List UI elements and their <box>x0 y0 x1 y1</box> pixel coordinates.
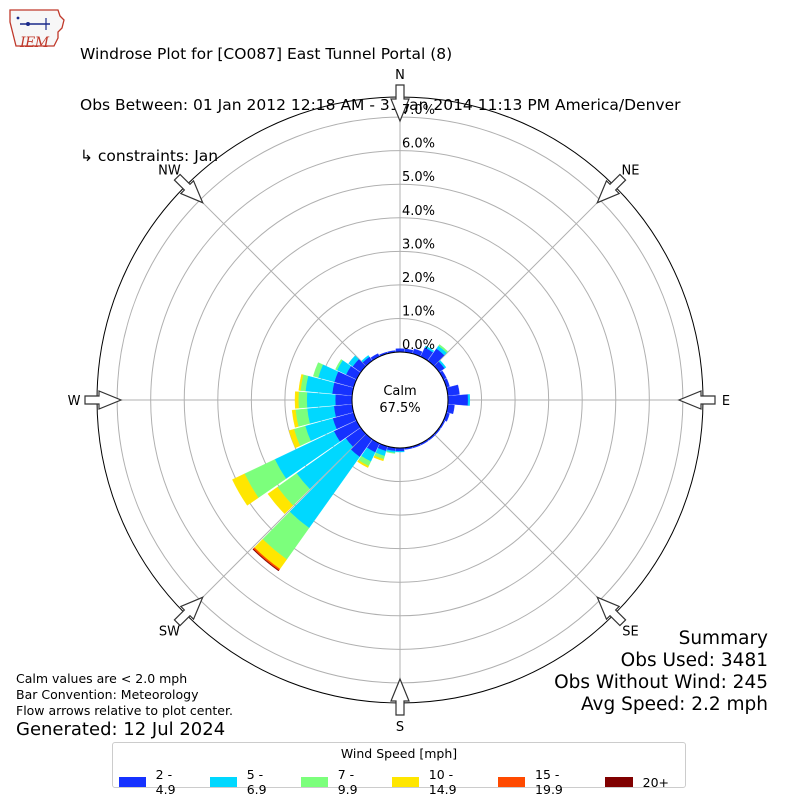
legend-item: 2 - 4.9 <box>119 767 194 797</box>
windrose-bar-segment <box>386 451 396 454</box>
flow-arrows <box>84 84 716 716</box>
legend-swatch <box>604 777 633 787</box>
radial-tick-label: 0.0% <box>402 338 435 353</box>
windrose-bar-segment <box>361 355 370 363</box>
bar-convention-note: Bar Convention: Meteorology <box>16 687 199 702</box>
windrose-bars <box>232 344 471 572</box>
flow-arrow-sw <box>173 596 204 627</box>
direction-label-se: SE <box>622 625 638 640</box>
legend-swatch <box>301 777 328 787</box>
windrose-bar-segment <box>335 394 353 406</box>
radial-tick-label: 6.0% <box>402 137 435 152</box>
legend: Wind Speed [mph] 2 - 4.9 5 - 6.9 7 - 9.9 10… <box>112 742 686 797</box>
flow-arrow-nw <box>173 173 204 204</box>
direction-label-e: E <box>722 394 730 409</box>
legend-label: 5 - 6.9 <box>246 767 267 797</box>
windrose-bar-segment <box>298 391 308 409</box>
calm-label: Calm <box>383 384 416 399</box>
chart-header: Windrose Plot for [CO087] East Tunnel Po… <box>80 12 681 182</box>
radial-tick-label: 2.0% <box>402 271 435 286</box>
radial-tick-label: 7.0% <box>402 103 435 118</box>
iem-logo: IEM <box>6 6 66 51</box>
windrose-bar-segment <box>291 409 299 428</box>
legend-item: 10 - 14.9 <box>392 767 482 797</box>
windrose-bar-segment <box>267 486 294 515</box>
legend-swatch <box>392 777 419 787</box>
obs-without-wind: Obs Without Wind: 245 <box>554 672 768 693</box>
avg-speed: Avg Speed: 2.2 mph <box>580 694 768 715</box>
flow-arrow-se <box>596 596 627 627</box>
calm-value: 67.5% <box>379 401 420 416</box>
windrose-bar-segment <box>438 344 449 353</box>
grid-spoke <box>399 185 615 401</box>
flow-arrow-n <box>390 84 410 123</box>
windrose-bar-segment <box>288 428 301 449</box>
windrose-bar-segment <box>294 391 299 409</box>
radial-tick-label: 4.0% <box>402 204 435 219</box>
windrose-bar-segment <box>335 359 343 371</box>
direction-label-nw: NW <box>158 163 181 178</box>
direction-label-s: S <box>396 720 404 735</box>
legend-item: 5 - 6.9 <box>210 767 285 797</box>
legend-label: 7 - 9.9 <box>337 767 358 797</box>
flow-arrow-ne <box>596 173 627 204</box>
grid-spoke <box>399 399 615 615</box>
radial-tick-label: 5.0% <box>402 170 435 185</box>
legend-swatch <box>210 777 237 787</box>
legend-item: 20+ <box>604 767 670 797</box>
direction-label-sw: SW <box>159 625 180 640</box>
windrose-bar-segment <box>298 374 304 391</box>
flow-arrow-s <box>390 677 410 716</box>
flow-arrows-note: Flow arrows relative to plot center. <box>16 703 233 718</box>
direction-label-ne: NE <box>622 163 640 178</box>
calm-note: Calm values are < 2.0 mph <box>16 671 188 686</box>
windrose-bar-segment <box>373 455 384 462</box>
chart-constraints: ↳ constraints: Jan <box>80 147 219 165</box>
logo-text: IEM <box>20 35 49 51</box>
windrose-bar-segment <box>232 473 259 506</box>
windrose-bar-segment <box>424 345 435 353</box>
windrose-bar-segment <box>348 355 359 367</box>
chart-title: Windrose Plot for [CO087] East Tunnel Po… <box>80 45 453 63</box>
legend-label: 20+ <box>642 774 670 790</box>
polar-labels: 0.0% 1.0% 2.0% 3.0% 4.0% 5.0% 6.0% 7.0% N NE E SE S S… <box>68 68 731 735</box>
flow-arrow-e <box>677 390 716 410</box>
grid-spoke <box>185 185 401 401</box>
legend-label: 15 - 19.9 <box>535 767 563 797</box>
calm-circle <box>351 351 449 449</box>
windrose-bar-segment <box>395 450 405 453</box>
legend-swatch <box>498 777 526 787</box>
legend-label: 10 - 14.9 <box>428 767 457 797</box>
grid-spoke <box>185 399 401 615</box>
legend-swatch <box>119 777 146 787</box>
legend-item: 15 - 19.9 <box>498 767 588 797</box>
windrose-bar-segment <box>357 459 369 468</box>
summary-heading: Summary <box>678 628 768 649</box>
obs-used: Obs Used: 3481 <box>620 650 768 671</box>
direction-label-n: N <box>395 68 405 83</box>
generated-date: Generated: 12 Jul 2024 <box>16 719 226 740</box>
legend-title: Wind Speed [mph] <box>340 746 458 761</box>
direction-label-w: W <box>68 394 81 409</box>
flow-arrow-w <box>84 390 123 410</box>
windrose-bar-segment <box>438 360 447 369</box>
windrose-bar-segment <box>313 362 324 378</box>
radial-tick-label: 1.0% <box>402 304 435 319</box>
legend-item: 7 - 9.9 <box>301 767 376 797</box>
legend-items: 2 - 4.9 5 - 6.9 7 - 9.9 10 - 14.9 15 - 19.9 2… <box>119 767 685 797</box>
iowa-map-icon <box>9 9 65 47</box>
legend-label: 2 - 4.9 <box>155 767 176 797</box>
windrose-bar-segment <box>467 394 471 406</box>
windrose-bar-segment <box>306 392 336 408</box>
footnotes: Calm values are < 2.0 mph Bar Convention… <box>16 671 233 719</box>
chart-period: Obs Between: 01 Jan 2012 12:18 AM - 31 J… <box>80 96 681 114</box>
summary-block: Summary Obs Used: 3481 Obs Without Wind:… <box>554 628 768 716</box>
windrose-bar-segment <box>252 548 280 572</box>
windrose-bar-segment <box>447 394 469 406</box>
radial-tick-label: 3.0% <box>402 237 435 252</box>
